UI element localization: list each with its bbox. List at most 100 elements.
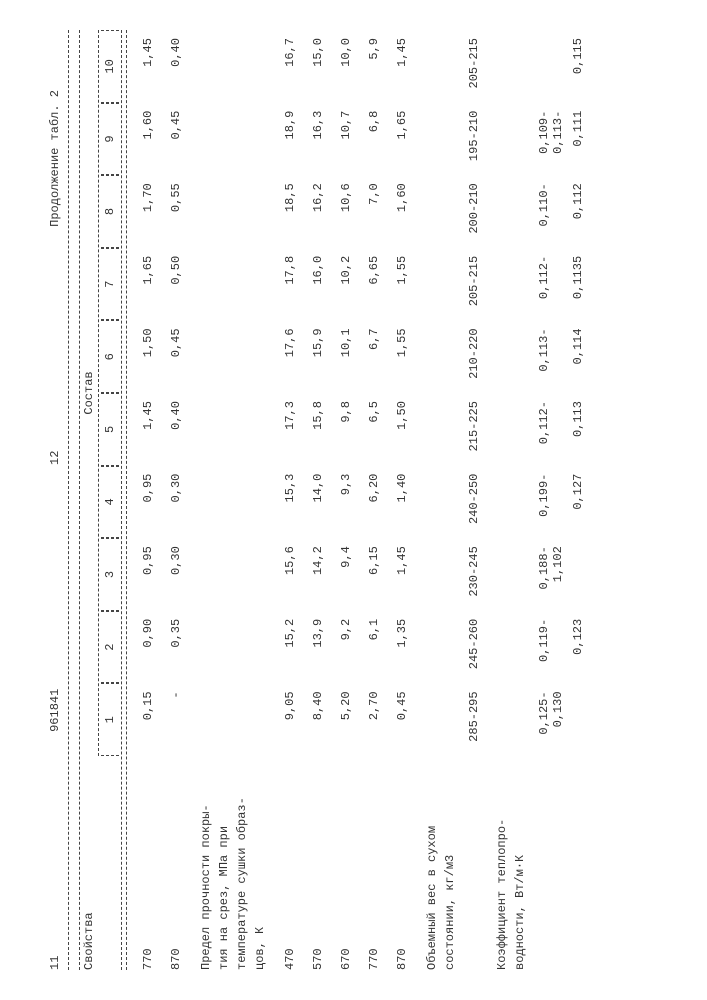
table-row: 285-295245-260230-245240-250215-225210-2… bbox=[467, 30, 481, 970]
title-line: Объемный вес в сухом bbox=[423, 30, 441, 970]
col-header: 3 bbox=[101, 538, 119, 611]
table-row: 5708,4013,914,214,015,815,916,016,216,31… bbox=[311, 30, 325, 970]
cell: 0,45 bbox=[395, 683, 409, 756]
cell: 1,45 bbox=[141, 393, 155, 466]
cell: 15,3 bbox=[283, 466, 297, 539]
page-header: 11 961841 12 Продолжение табл. 2 bbox=[48, 30, 62, 970]
cell: 0,1135 bbox=[571, 248, 585, 321]
table-row: 7700,150,900,950,951,451,501,651,701,601… bbox=[141, 30, 155, 970]
cell: 15,8 bbox=[311, 393, 325, 466]
cell: 1,65 bbox=[395, 103, 409, 176]
cell: 14,2 bbox=[311, 538, 325, 611]
cell: 0,95 bbox=[141, 538, 155, 611]
cell: 9,8 bbox=[339, 393, 353, 466]
cell: 1,45 bbox=[141, 30, 155, 103]
title-line: Предел прочности покры- bbox=[197, 30, 215, 970]
cell: 0,188-1,102 bbox=[537, 538, 565, 611]
col-header: 7 bbox=[101, 248, 119, 321]
cell: 0,123 bbox=[571, 611, 585, 684]
title-line: тия на срез, МПа при bbox=[215, 30, 233, 970]
cell: 215-225 bbox=[467, 393, 481, 466]
col-header: 1 bbox=[101, 683, 119, 756]
group-label: Состав bbox=[82, 30, 96, 756]
row-label: 870 bbox=[395, 756, 409, 970]
cell: 1,55 bbox=[395, 320, 409, 393]
cell: 10,0 bbox=[339, 30, 353, 103]
cell: 9,05 bbox=[283, 683, 297, 756]
cell: 195-210 bbox=[467, 103, 481, 176]
continuation-label: Продолжение табл. 2 bbox=[48, 90, 62, 227]
cell: 16,3 bbox=[311, 103, 325, 176]
cell: 6,8 bbox=[367, 103, 381, 176]
table-row: 6705,209,29,49,39,810,110,210,610,710,0 bbox=[339, 30, 353, 970]
cell: 0,50 bbox=[169, 248, 183, 321]
cell: 13,9 bbox=[311, 611, 325, 684]
table-header-row: Свойства Состав bbox=[82, 30, 96, 970]
cell: 1,40 bbox=[395, 466, 409, 539]
cell: 17,6 bbox=[283, 320, 297, 393]
cell: 9,2 bbox=[339, 611, 353, 684]
cell: 0,109-0,113- bbox=[537, 103, 565, 176]
row-label: 570 bbox=[311, 756, 325, 970]
row-label: 870 bbox=[169, 756, 183, 970]
table-row: 0,1230,1270,1130,1140,11350,1120,1110,11… bbox=[571, 30, 585, 970]
cell: 0,111 bbox=[571, 103, 585, 176]
cell: 245-260 bbox=[467, 611, 481, 684]
page-num-right: 12 bbox=[48, 451, 62, 465]
cell: 1,50 bbox=[395, 393, 409, 466]
cell: 0,30 bbox=[169, 538, 183, 611]
cell: 1,45 bbox=[395, 30, 409, 103]
title-line: цов, К bbox=[251, 30, 269, 970]
cell: 1,55 bbox=[395, 248, 409, 321]
cell: 210-220 bbox=[467, 320, 481, 393]
cell: 0,112- bbox=[537, 248, 565, 321]
cell: 6,20 bbox=[367, 466, 381, 539]
cell: 0,40 bbox=[169, 393, 183, 466]
cell: 2,70 bbox=[367, 683, 381, 756]
cell bbox=[571, 538, 585, 611]
section4-title: Коэффициент теплопро-водности, Вт/м·К bbox=[493, 30, 529, 970]
cell: 6,5 bbox=[367, 393, 381, 466]
cell: 200-210 bbox=[467, 175, 481, 248]
cell: 18,9 bbox=[283, 103, 297, 176]
table-row: 0,125-0,1300,119-0,188-1,1020,199-0,112-… bbox=[537, 30, 565, 970]
row-label: 670 bbox=[339, 756, 353, 970]
page-num-left: 11 bbox=[48, 956, 62, 970]
cell: 8,40 bbox=[311, 683, 325, 756]
cell: 0,95 bbox=[141, 466, 155, 539]
cell: 0,113 bbox=[571, 393, 585, 466]
cell: 205-215 bbox=[467, 248, 481, 321]
cell: 0,40 bbox=[169, 30, 183, 103]
cell: 17,8 bbox=[283, 248, 297, 321]
cell: 285-295 bbox=[467, 683, 481, 756]
cell: 16,7 bbox=[283, 30, 297, 103]
cell: 0,127 bbox=[571, 466, 585, 539]
cell: 0,30 bbox=[169, 466, 183, 539]
cell: 0,90 bbox=[141, 611, 155, 684]
table-row: 8700,451,351,451,401,501,551,551,601,651… bbox=[395, 30, 409, 970]
row-label: 470 bbox=[283, 756, 297, 970]
cell: 14,0 bbox=[311, 466, 325, 539]
cell: 10,7 bbox=[339, 103, 353, 176]
title-line: Коэффициент теплопро- bbox=[493, 30, 511, 970]
cell: 0,35 bbox=[169, 611, 183, 684]
cell: 5,20 bbox=[339, 683, 353, 756]
cell bbox=[571, 683, 585, 756]
cell: 17,3 bbox=[283, 393, 297, 466]
cell: 10,6 bbox=[339, 175, 353, 248]
cell: 6,7 bbox=[367, 320, 381, 393]
cell: 6,15 bbox=[367, 538, 381, 611]
col-header: 5 bbox=[101, 393, 119, 466]
cell: 240-250 bbox=[467, 466, 481, 539]
col-header: 9 bbox=[101, 103, 119, 176]
cell: 1,35 bbox=[395, 611, 409, 684]
cell: 0,112 bbox=[571, 175, 585, 248]
cell: 15,0 bbox=[311, 30, 325, 103]
cell: 0,45 bbox=[169, 320, 183, 393]
cell: 18,5 bbox=[283, 175, 297, 248]
col-header: 10 bbox=[101, 30, 119, 103]
cell: 9,3 bbox=[339, 466, 353, 539]
cell: 1,65 bbox=[141, 248, 155, 321]
row-label: 770 bbox=[141, 756, 155, 970]
table-row: 4709,0515,215,615,317,317,617,818,518,91… bbox=[283, 30, 297, 970]
